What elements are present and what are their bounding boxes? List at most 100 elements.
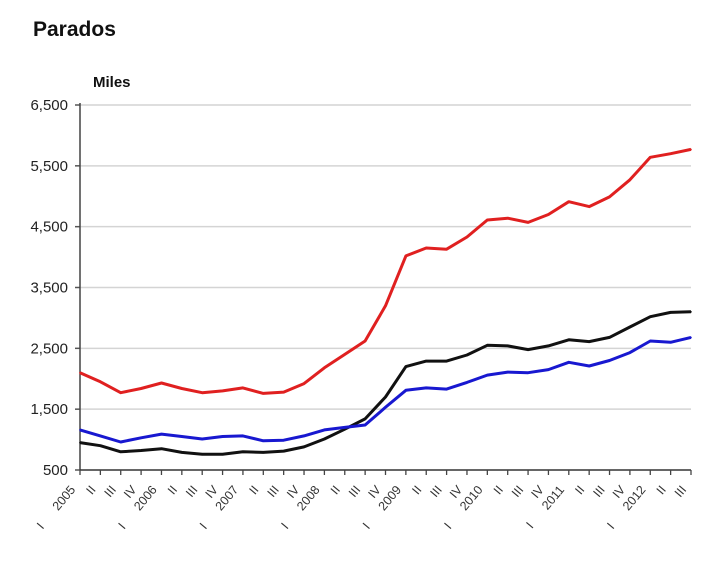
- x-tick-label: II: [654, 483, 669, 497]
- chart-title: Parados: [33, 18, 116, 41]
- black-series-point: [527, 348, 529, 351]
- black-series-point: [425, 360, 428, 362]
- blue-series-point: [99, 435, 102, 437]
- red-series-point: [445, 248, 448, 250]
- x-tick-label: II: [246, 483, 261, 497]
- blue-series-point: [466, 381, 468, 384]
- blue-series-point: [323, 429, 326, 431]
- blue-series-point: [303, 435, 305, 437]
- red-series-point: [669, 152, 672, 155]
- blue-series-point: [486, 374, 489, 376]
- blue-series-point: [669, 341, 672, 344]
- y-axis-label: Miles: [93, 74, 131, 91]
- x-tick-label: II: [165, 483, 180, 497]
- x-tick-label: III: [590, 483, 607, 500]
- blue-series-point: [201, 438, 203, 440]
- red-series-point: [649, 156, 652, 159]
- red-series-point: [221, 390, 224, 392]
- red-series-point: [181, 387, 183, 390]
- black-series-point: [466, 354, 468, 356]
- blue-series-point: [181, 435, 183, 438]
- x-tick-label: III: [102, 483, 119, 500]
- black-series-point: [384, 396, 387, 398]
- blue-series-point: [262, 440, 265, 442]
- black-series-point: [669, 311, 672, 314]
- red-series-point: [303, 382, 305, 385]
- y-tick-label: 3,500: [30, 280, 68, 297]
- black-series-point: [323, 438, 326, 440]
- blue-series-point: [690, 336, 692, 339]
- red-series-point: [282, 391, 285, 393]
- blue-series-point: [405, 389, 407, 392]
- red-series-point: [547, 213, 550, 216]
- y-tick-label: 6,500: [30, 97, 68, 114]
- black-series-point: [99, 444, 102, 447]
- red-series-point: [323, 367, 326, 369]
- blue-series-point: [445, 388, 448, 390]
- x-tick-label: I 2005: [34, 483, 78, 532]
- blue-series-point: [282, 439, 285, 441]
- y-tick-label: 500: [43, 462, 68, 479]
- black-series-point: [588, 340, 590, 343]
- black-series-point: [79, 441, 81, 444]
- black-series-point: [262, 451, 265, 454]
- y-tick-label: 5,500: [30, 158, 68, 175]
- x-tick-label: II: [328, 483, 343, 497]
- red-series-point: [466, 236, 468, 238]
- black-series-point: [690, 311, 692, 313]
- red-series-point: [629, 179, 631, 181]
- black-series-point: [160, 447, 163, 450]
- blue-series-point: [506, 371, 509, 373]
- x-tick-label: II: [572, 483, 587, 497]
- red-series-point: [242, 387, 244, 389]
- black-series-point: [486, 344, 489, 347]
- blue-series-point: [160, 433, 163, 435]
- black-series-point: [445, 360, 448, 362]
- red-series-point: [405, 255, 407, 257]
- black-series-point: [547, 345, 550, 347]
- blue-series-point: [568, 361, 570, 364]
- blue-series-point: [629, 351, 631, 354]
- blue-series-point: [384, 406, 387, 409]
- blue-series-point: [242, 435, 244, 437]
- blue-series-line: [79, 335, 692, 444]
- x-tick-label: III: [183, 483, 200, 500]
- black-series-point: [201, 453, 203, 455]
- blue-series-point: [608, 359, 611, 362]
- black-series-point: [221, 453, 224, 455]
- black-series-point: [242, 450, 244, 453]
- red-series-line: [79, 147, 692, 395]
- red-series-point: [119, 391, 122, 394]
- red-series-point: [384, 304, 387, 307]
- red-series-point: [690, 148, 692, 151]
- red-series-point: [364, 340, 366, 342]
- red-series-point: [608, 196, 611, 198]
- blue-series-point: [547, 368, 550, 371]
- black-series-point: [608, 336, 611, 339]
- y-tick-label: 4,500: [30, 219, 68, 236]
- black-series-point: [506, 345, 509, 347]
- blue-series-point: [649, 340, 652, 342]
- blue-series-point: [527, 371, 529, 374]
- red-series-point: [527, 221, 529, 224]
- blue-series-point: [221, 435, 224, 438]
- blue-series-point: [364, 424, 366, 426]
- red-series-point: [486, 219, 489, 221]
- x-tick-label: III: [265, 483, 282, 500]
- red-series-point: [201, 391, 203, 394]
- black-series-point: [303, 446, 305, 448]
- blue-series-point: [588, 365, 590, 367]
- red-series-point: [99, 380, 102, 383]
- black-series-point: [181, 451, 183, 454]
- x-tick-label: III: [672, 483, 689, 500]
- black-series-point: [119, 450, 122, 453]
- red-series-point: [262, 392, 265, 395]
- red-series-point: [506, 217, 509, 219]
- red-series-point: [568, 200, 570, 203]
- red-series-point: [343, 353, 346, 356]
- black-series-point: [568, 339, 570, 341]
- blue-series-point: [79, 429, 81, 431]
- red-series-point: [160, 382, 163, 384]
